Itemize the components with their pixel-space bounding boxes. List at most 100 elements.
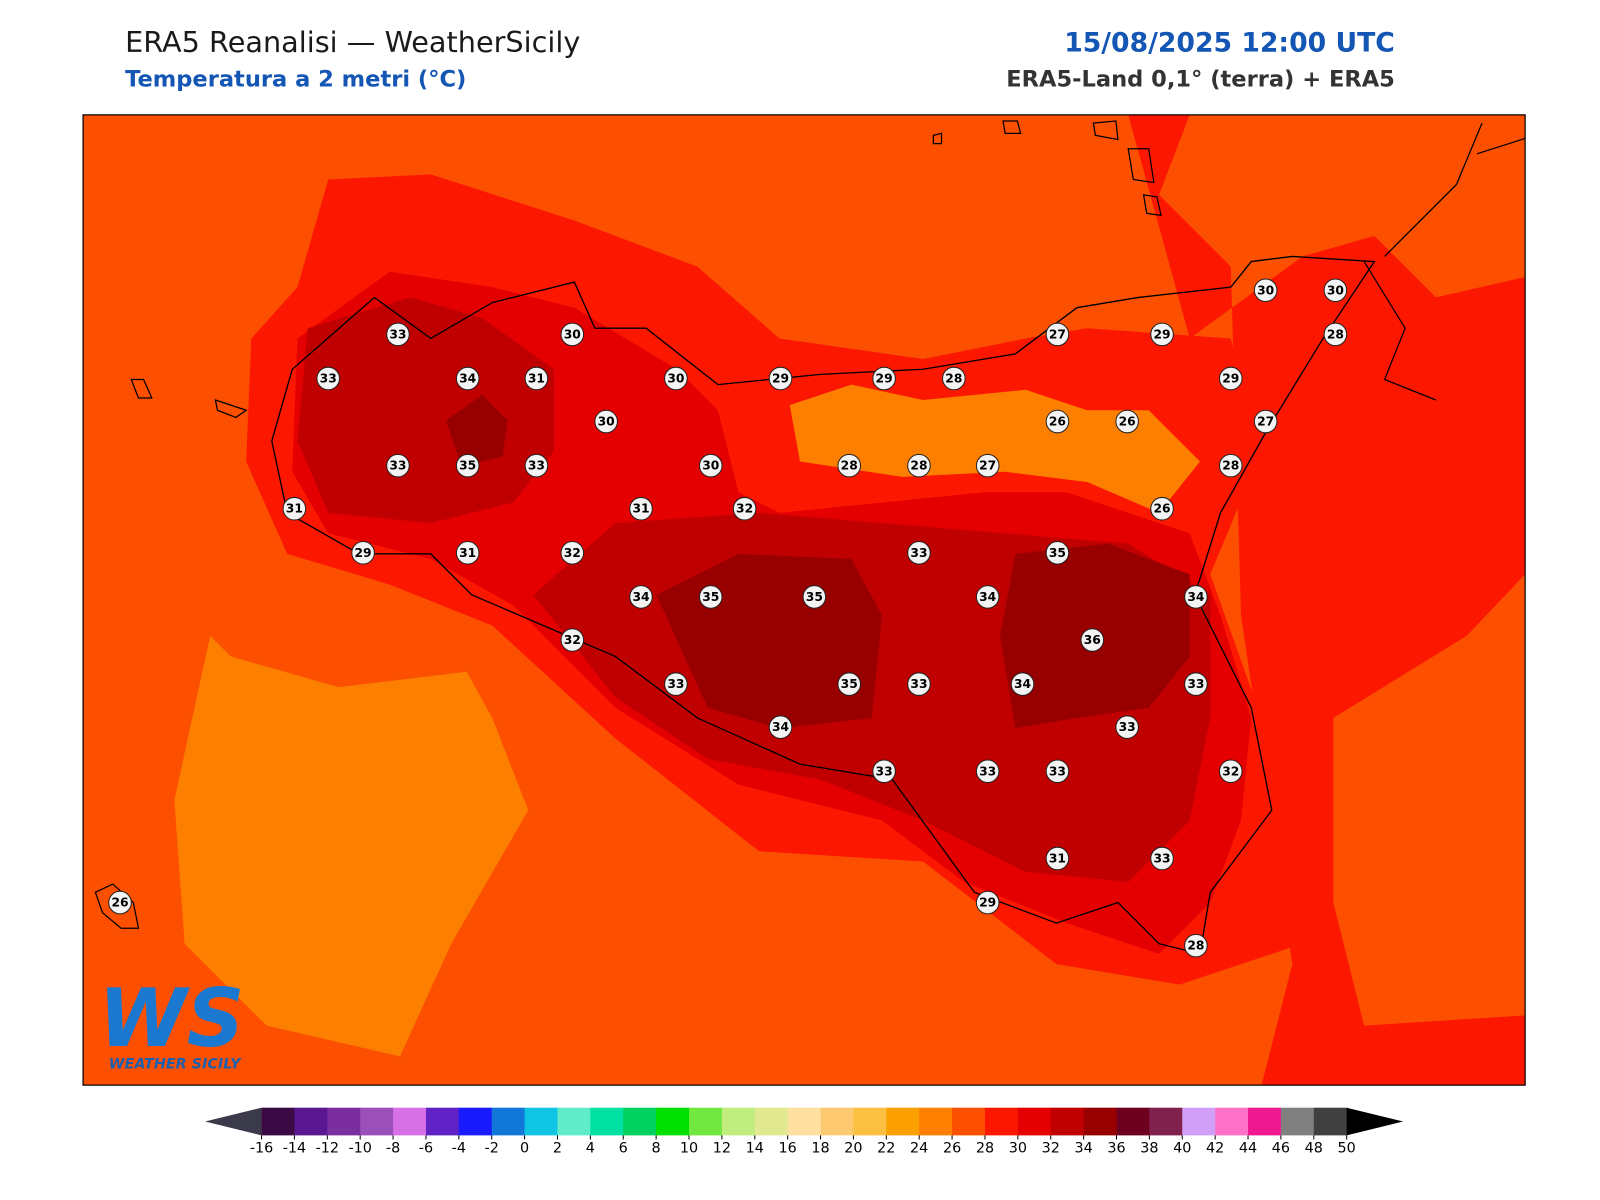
date: 15/08/2025 12:00 UTC bbox=[1064, 28, 1395, 59]
source: ERA5-Land 0,1° (terra) + ERA5 bbox=[1006, 67, 1395, 93]
station-value: 32 bbox=[1222, 764, 1239, 778]
station-marker bbox=[1045, 322, 1070, 347]
station-marker bbox=[1080, 628, 1105, 652]
station-value: 33 bbox=[1187, 677, 1204, 691]
station-marker bbox=[1253, 409, 1278, 434]
station-marker bbox=[907, 541, 931, 565]
station-value: 31 bbox=[459, 546, 476, 560]
station-marker bbox=[455, 541, 480, 565]
station-marker bbox=[351, 541, 375, 565]
station-marker bbox=[1184, 933, 1208, 958]
station-value: 34 bbox=[632, 590, 649, 604]
station-marker bbox=[594, 409, 618, 434]
station-marker bbox=[386, 322, 410, 347]
station-marker bbox=[455, 366, 480, 391]
station-value: 33 bbox=[389, 459, 406, 473]
station-marker bbox=[1218, 759, 1243, 784]
station-marker bbox=[872, 759, 896, 784]
colorbar-bin bbox=[1149, 1107, 1183, 1136]
station-marker bbox=[768, 366, 793, 391]
colorbar-bin bbox=[1050, 1107, 1085, 1136]
station-value: 30 bbox=[1327, 283, 1344, 297]
colorbar-label: 6 bbox=[619, 1141, 628, 1157]
colorbar-label: 38 bbox=[1140, 1141, 1158, 1157]
colorbar-bin bbox=[754, 1107, 789, 1136]
station-marker bbox=[1218, 453, 1243, 478]
station-value: 33 bbox=[528, 459, 545, 473]
colorbar-bin bbox=[261, 1107, 295, 1136]
station-value: 30 bbox=[598, 415, 615, 429]
station-marker bbox=[1045, 759, 1070, 784]
station-value: 31 bbox=[286, 502, 303, 516]
station-value: 34 bbox=[772, 720, 789, 734]
station-marker bbox=[907, 672, 931, 696]
station-marker bbox=[560, 322, 585, 347]
stations: 33 30 27 29 28 30 30 33 34 31 30 29 29 28 29 30 26 26 27 33… bbox=[108, 278, 1348, 958]
station-value: 30 bbox=[667, 371, 684, 385]
station-value: 33 bbox=[1049, 764, 1066, 778]
colorbar-label: -2 bbox=[485, 1141, 499, 1157]
colorbar-bin bbox=[360, 1107, 394, 1136]
station-value: 28 bbox=[945, 371, 962, 385]
station-marker bbox=[1218, 366, 1243, 391]
colorbar-label: -14 bbox=[283, 1141, 306, 1157]
station-value: 28 bbox=[1327, 327, 1344, 341]
station-value: 27 bbox=[1049, 327, 1066, 341]
colorbar-label: 22 bbox=[877, 1141, 895, 1157]
colorbar-label: -4 bbox=[452, 1141, 466, 1157]
colorbar-label: -10 bbox=[348, 1141, 371, 1157]
colorbar-bin bbox=[919, 1107, 953, 1136]
station-value: 33 bbox=[320, 371, 337, 385]
station-marker bbox=[524, 453, 549, 478]
station-marker bbox=[802, 585, 827, 609]
colorbar-bin bbox=[1083, 1107, 1118, 1136]
colorbar-label: -8 bbox=[386, 1141, 400, 1157]
station-value: 29 bbox=[1153, 327, 1170, 341]
station-marker bbox=[664, 672, 688, 696]
station-value: 28 bbox=[1187, 939, 1204, 953]
logo-name: WEATHER SICILY bbox=[109, 1057, 242, 1073]
station-value: 34 bbox=[1014, 677, 1031, 691]
station-value: 35 bbox=[1049, 546, 1066, 560]
subtitle: Temperatura a 2 metri (°C) bbox=[125, 67, 466, 93]
station-marker bbox=[872, 366, 896, 391]
colorbar-bin bbox=[952, 1107, 986, 1136]
station-value: 33 bbox=[876, 764, 893, 778]
station-marker bbox=[768, 715, 793, 739]
station-marker bbox=[837, 453, 862, 478]
station-value: 30 bbox=[702, 459, 719, 473]
colorbar-bin bbox=[294, 1107, 328, 1136]
station-value: 33 bbox=[910, 546, 927, 560]
colorbar-bin bbox=[689, 1107, 723, 1136]
colorbar-bin bbox=[787, 1107, 822, 1136]
title: ERA5 Reanalisi — WeatherSicily bbox=[125, 25, 580, 59]
station-marker bbox=[1045, 846, 1070, 871]
station-marker bbox=[698, 585, 723, 609]
colorbar-label: -6 bbox=[419, 1141, 433, 1157]
station-value: 28 bbox=[841, 459, 858, 473]
colorbar-label: 10 bbox=[680, 1141, 698, 1157]
colorbar-bin bbox=[656, 1107, 690, 1136]
colorbar: -16 -14 -12 -10 -8 -6 -4 -2 0 2 4 6 8 10 12 14 16 18 20 22 2… bbox=[205, 1107, 1404, 1157]
station-marker bbox=[560, 541, 585, 565]
station-value: 31 bbox=[1049, 851, 1066, 865]
colorbar-label: 28 bbox=[976, 1141, 994, 1157]
station-marker bbox=[975, 890, 1000, 915]
station-marker bbox=[1115, 409, 1139, 434]
colorbar-bin bbox=[984, 1107, 1019, 1136]
station-value: 35 bbox=[702, 590, 719, 604]
station-marker bbox=[975, 453, 1000, 478]
station-value: 27 bbox=[979, 459, 996, 473]
colorbar-bin bbox=[458, 1107, 493, 1136]
logo-mark: WS bbox=[98, 972, 244, 1065]
station-value: 34 bbox=[459, 371, 476, 385]
colorbar-bin bbox=[327, 1107, 361, 1136]
station-value: 35 bbox=[459, 459, 476, 473]
station-marker bbox=[907, 453, 931, 478]
colorbar-label: 40 bbox=[1173, 1141, 1191, 1157]
station-value: 35 bbox=[841, 677, 858, 691]
colorbar-bin bbox=[491, 1107, 526, 1136]
station-value: 33 bbox=[979, 764, 996, 778]
station-value: 26 bbox=[1153, 502, 1170, 516]
station-marker bbox=[455, 453, 480, 478]
